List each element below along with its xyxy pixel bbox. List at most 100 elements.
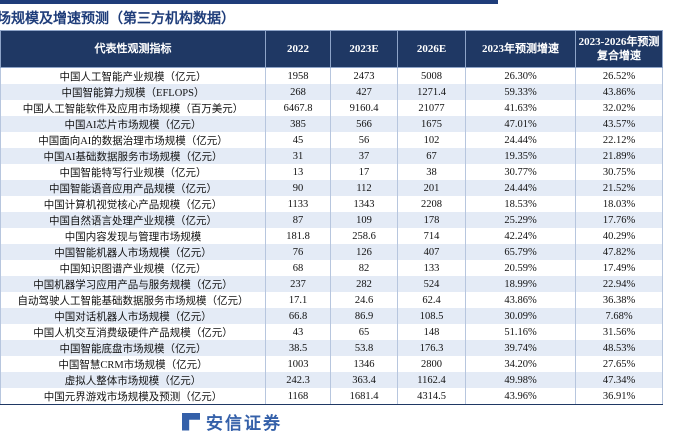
value-cell: 36.91% xyxy=(575,388,663,405)
table-row: 虚拟人整体市场规模（亿元） 242.3 363.4 1162.4 49.98% 47.34… xyxy=(0,372,663,388)
top-bar xyxy=(0,0,498,4)
value-cell: 37 xyxy=(330,148,398,164)
value-cell: 41.63% xyxy=(465,100,576,116)
value-cell: 1168 xyxy=(265,388,331,405)
value-cell: 49.98% xyxy=(465,372,576,388)
value-cell: 17.1 xyxy=(265,292,331,308)
table-row: 中国智能底盘市场规模（亿元） 38.5 53.8 176.3 39.74% 48.53% xyxy=(0,340,663,356)
value-cell: 24.44% xyxy=(465,180,576,196)
indicator-cell: 中国内容发现与管理市场规模 xyxy=(0,228,266,244)
value-cell: 2208 xyxy=(397,196,466,212)
value-cell: 7.68% xyxy=(575,308,663,324)
value-cell: 66.8 xyxy=(265,308,331,324)
value-cell: 566 xyxy=(330,116,398,132)
watermark: 安信证券 xyxy=(182,410,282,433)
value-cell: 25.29% xyxy=(465,212,576,228)
value-cell: 108.5 xyxy=(397,308,466,324)
table-row: 中国计算机视觉核心产品规模（亿元） 1133 1343 2208 18.53% 18.03… xyxy=(0,196,663,212)
value-cell: 32.02% xyxy=(575,100,663,116)
value-cell: 176.3 xyxy=(397,340,466,356)
value-cell: 34.20% xyxy=(465,356,576,372)
value-cell: 258.6 xyxy=(330,228,398,244)
value-cell: 18.03% xyxy=(575,196,663,212)
value-cell: 714 xyxy=(397,228,466,244)
indicator-cell: 中国智能特写行业规模（亿元） xyxy=(0,164,266,180)
table-row: 中国面向AI的数据治理市场规模（亿元） 45 56 102 24.44% 22.12% xyxy=(0,132,663,148)
value-cell: 38 xyxy=(397,164,466,180)
value-cell: 26.52% xyxy=(575,67,663,84)
table-row: 中国智能机器人市场规模（亿元） 76 126 407 65.79% 47.82% xyxy=(0,244,663,260)
value-cell: 39.74% xyxy=(465,340,576,356)
table-row: 中国人工智能产业规模（亿元） 1958 2473 5008 26.30% 26.52% xyxy=(0,67,663,84)
value-cell: 1162.4 xyxy=(397,372,466,388)
value-cell: 43.86% xyxy=(465,292,576,308)
value-cell: 87 xyxy=(265,212,331,228)
value-cell: 427 xyxy=(330,84,398,100)
table-row: 中国AI芯片市场规模（亿元） 385 566 1675 47.01% 43.57% xyxy=(0,116,663,132)
indicator-cell: 中国知识图谱产业规模（亿元） xyxy=(0,260,266,276)
indicator-cell: 中国对话机器人市场规模（亿元） xyxy=(0,308,266,324)
value-cell: 21077 xyxy=(397,100,466,116)
value-cell: 67 xyxy=(397,148,466,164)
table-body: 中国人工智能产业规模（亿元） 1958 2473 5008 26.30% 26.52% 中国… xyxy=(0,67,663,405)
indicator-cell: 中国AI芯片市场规模（亿元） xyxy=(0,116,266,132)
value-cell: 9160.4 xyxy=(330,100,398,116)
value-cell: 43.96% xyxy=(465,388,576,405)
column-header: 2023-2026年预测复合增速 xyxy=(575,30,663,68)
indicator-cell: 中国元界游戏市场规模及预测（亿元） xyxy=(0,388,266,405)
value-cell: 148 xyxy=(397,324,466,340)
column-header: 2023E xyxy=(330,30,398,68)
value-cell: 47.01% xyxy=(465,116,576,132)
value-cell: 1958 xyxy=(265,67,331,84)
value-cell: 65.79% xyxy=(465,244,576,260)
indicator-cell: 中国智能算力规模（EFLOPS） xyxy=(0,84,266,100)
indicator-cell: 中国计算机视觉核心产品规模（亿元） xyxy=(0,196,266,212)
value-cell: 17.76% xyxy=(575,212,663,228)
table-row: 中国人机交互消费级硬件产品规模（亿元） 43 65 148 51.16% 31.56% xyxy=(0,324,663,340)
value-cell: 31.56% xyxy=(575,324,663,340)
value-cell: 22.94% xyxy=(575,276,663,292)
table-row: 中国机器学习应用产品与服务规模（亿元） 237 282 524 18.99% 22.94% xyxy=(0,276,663,292)
value-cell: 43 xyxy=(265,324,331,340)
value-cell: 48.53% xyxy=(575,340,663,356)
value-cell: 181.8 xyxy=(265,228,331,244)
title: 场规模及增速预测（第三方机构数据） xyxy=(0,11,235,27)
column-header: 代表性观测指标 xyxy=(0,30,266,68)
value-cell: 86.9 xyxy=(330,308,398,324)
value-cell: 524 xyxy=(397,276,466,292)
value-cell: 24.6 xyxy=(330,292,398,308)
value-cell: 1675 xyxy=(397,116,466,132)
table-row: 中国智能算力规模（EFLOPS） 268 427 1271.4 59.33% 43.86% xyxy=(0,84,663,100)
value-cell: 90 xyxy=(265,180,331,196)
value-cell: 237 xyxy=(265,276,331,292)
value-cell: 47.82% xyxy=(575,244,663,260)
value-cell: 43.57% xyxy=(575,116,663,132)
value-cell: 30.09% xyxy=(465,308,576,324)
value-cell: 65 xyxy=(330,324,398,340)
table-row: 中国知识图谱产业规模（亿元） 68 82 133 20.59% 17.49% xyxy=(0,260,663,276)
indicator-cell: 中国智能底盘市场规模（亿元） xyxy=(0,340,266,356)
table-row: 中国智能特写行业规模（亿元） 13 17 38 30.77% 30.75% xyxy=(0,164,663,180)
value-cell: 82 xyxy=(330,260,398,276)
value-cell: 26.30% xyxy=(465,67,576,84)
value-cell: 17 xyxy=(330,164,398,180)
value-cell: 102 xyxy=(397,132,466,148)
data-table: 代表性观测指标 2022 2023E 2026E 2023年预测增速 2023-2026年… xyxy=(0,30,663,405)
value-cell: 13 xyxy=(265,164,331,180)
value-cell: 17.49% xyxy=(575,260,663,276)
value-cell: 385 xyxy=(265,116,331,132)
table-row: 中国对话机器人市场规模（亿元） 66.8 86.9 108.5 30.09% 7.68% xyxy=(0,308,663,324)
value-cell: 20.59% xyxy=(465,260,576,276)
indicator-cell: 自动驾驶人工智能基础数据服务市场规模（亿元） xyxy=(0,292,266,308)
value-cell: 133 xyxy=(397,260,466,276)
value-cell: 282 xyxy=(330,276,398,292)
value-cell: 1343 xyxy=(330,196,398,212)
value-cell: 38.5 xyxy=(265,340,331,356)
indicator-cell: 中国人机交互消费级硬件产品规模（亿元） xyxy=(0,324,266,340)
value-cell: 242.3 xyxy=(265,372,331,388)
value-cell: 363.4 xyxy=(330,372,398,388)
value-cell: 407 xyxy=(397,244,466,260)
logo xyxy=(182,412,200,431)
indicator-cell: 中国AI基础数据服务市场规模（亿元） xyxy=(0,148,266,164)
value-cell: 1681.4 xyxy=(330,388,398,405)
